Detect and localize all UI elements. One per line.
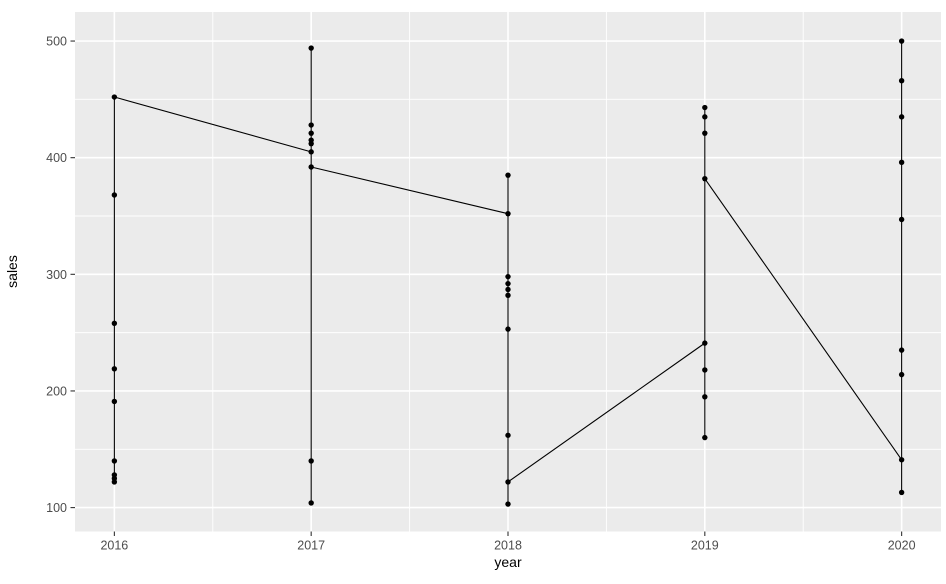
- data-point: [308, 130, 314, 136]
- data-point: [308, 500, 314, 506]
- x-tick-label: 2020: [888, 539, 916, 553]
- data-point: [505, 432, 511, 438]
- data-point: [505, 210, 511, 217]
- data-point: [505, 286, 511, 293]
- data-point: [702, 104, 708, 111]
- data-point: [702, 175, 708, 182]
- data-point: [505, 326, 511, 332]
- data-point: [308, 149, 314, 155]
- data-point: [898, 371, 905, 378]
- x-tick-label: 2019: [691, 539, 719, 553]
- data-point: [702, 130, 708, 136]
- y-tick-label: 500: [46, 35, 67, 49]
- y-axis-title: sales: [4, 255, 20, 288]
- data-point: [111, 458, 118, 464]
- data-point: [111, 94, 118, 100]
- x-tick-label: 2018: [494, 539, 522, 553]
- data-point: [898, 347, 905, 353]
- data-point: [898, 159, 905, 166]
- x-axis-title: year: [494, 554, 522, 570]
- connector-line-segment: [507, 342, 706, 483]
- data-point: [308, 122, 314, 128]
- data-point: [898, 77, 905, 84]
- data-point: [111, 192, 118, 198]
- data-point: [505, 172, 511, 178]
- y-tick-label: 200: [46, 384, 67, 398]
- data-point: [111, 320, 118, 327]
- data-point: [308, 458, 314, 464]
- data-point: [505, 280, 511, 287]
- data-point-series: [111, 38, 905, 507]
- data-point: [111, 366, 118, 372]
- data-point: [702, 114, 708, 120]
- data-point: [308, 164, 314, 170]
- data-point: [898, 489, 905, 496]
- data-point: [505, 501, 511, 507]
- axis-tick-labels: 2016 2017 2018 2019 2020 100 200 300 400 500: [46, 35, 915, 553]
- data-point: [111, 398, 118, 405]
- data-point: [898, 216, 905, 223]
- y-tick-label: 300: [46, 268, 67, 282]
- x-tick-label: 2016: [100, 539, 128, 553]
- connector-line-segment: [311, 166, 509, 215]
- data-point: [898, 38, 905, 44]
- x-tick-label: 2017: [297, 539, 325, 553]
- axis-tick-marks: [70, 40, 903, 536]
- data-point: [702, 434, 708, 441]
- data-point: [111, 479, 118, 485]
- y-tick-label: 400: [46, 151, 67, 165]
- data-point: [898, 114, 905, 120]
- data-point: [505, 479, 511, 485]
- y-tick-label: 100: [46, 501, 67, 515]
- connector-line-segment: [114, 96, 312, 153]
- data-point: [702, 340, 708, 346]
- data-point: [308, 45, 314, 51]
- connector-line-segment: [704, 178, 903, 461]
- data-point: [898, 457, 905, 463]
- data-point: [702, 367, 708, 373]
- data-point: [505, 292, 511, 299]
- data-point: [702, 394, 708, 400]
- data-point: [308, 140, 314, 147]
- data-point: [505, 273, 511, 280]
